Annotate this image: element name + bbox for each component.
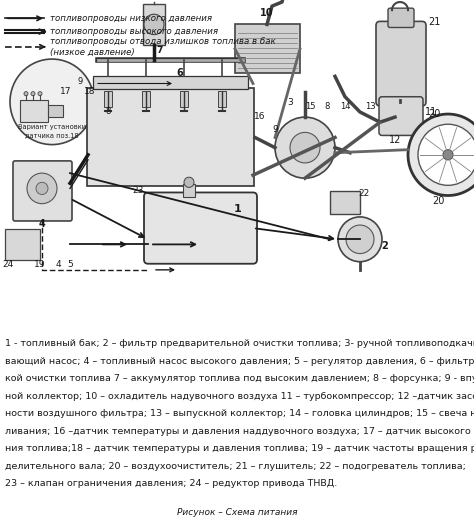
Bar: [180, 91, 188, 107]
Bar: [142, 91, 150, 107]
FancyBboxPatch shape: [388, 8, 414, 28]
Bar: [235, 24, 300, 73]
Text: 5: 5: [67, 260, 73, 269]
Circle shape: [31, 92, 35, 96]
Text: 15: 15: [305, 102, 315, 111]
Text: датчика поз.18: датчика поз.18: [25, 132, 79, 139]
Text: 2: 2: [382, 242, 388, 252]
Text: ния топлива;18 – датчик температуры и давления топлива; 19 – датчик частоты вращ: ния топлива;18 – датчик температуры и да…: [5, 444, 474, 453]
FancyBboxPatch shape: [144, 192, 257, 264]
Text: 11: 11: [425, 107, 437, 117]
Bar: [183, 184, 195, 196]
Circle shape: [346, 225, 374, 254]
Text: 4: 4: [55, 260, 61, 269]
Text: 20: 20: [432, 196, 444, 206]
Circle shape: [275, 117, 335, 178]
FancyBboxPatch shape: [13, 161, 72, 221]
Text: 9: 9: [272, 126, 278, 134]
Circle shape: [408, 114, 474, 195]
FancyBboxPatch shape: [376, 21, 426, 106]
Circle shape: [38, 92, 42, 96]
Bar: [93, 77, 248, 89]
Text: 21: 21: [428, 18, 440, 28]
Circle shape: [24, 92, 28, 96]
Circle shape: [418, 124, 474, 185]
Text: 7: 7: [157, 46, 163, 55]
Circle shape: [10, 59, 94, 145]
Text: 3: 3: [287, 98, 293, 107]
Bar: [20, 100, 48, 122]
Text: 9: 9: [77, 77, 82, 85]
Text: 14: 14: [340, 102, 350, 111]
Text: 12: 12: [389, 134, 401, 144]
Text: 8: 8: [105, 107, 111, 116]
Text: 18: 18: [84, 86, 96, 96]
Text: 22: 22: [358, 189, 369, 197]
Circle shape: [290, 132, 320, 163]
Text: ливания; 16 –датчик температуры и давления наддувочного воздуха; 17 – датчик выс: ливания; 16 –датчик температуры и давлен…: [5, 427, 474, 436]
Bar: [143, 4, 165, 45]
Circle shape: [443, 150, 453, 160]
Text: 19: 19: [34, 260, 46, 269]
Text: топливопроводы отвода излишков топлива в бак: топливопроводы отвода излишков топлива в…: [50, 37, 276, 46]
Text: (низкое давление): (низкое давление): [50, 47, 135, 56]
Text: 20: 20: [428, 109, 440, 119]
Text: 6: 6: [177, 68, 183, 78]
Circle shape: [36, 182, 48, 194]
Text: вающий насос; 4 – топливный насос высокого давления; 5 – регулятор давления, 6 –: вающий насос; 4 – топливный насос высоко…: [5, 357, 474, 366]
Bar: [218, 91, 226, 107]
Text: 13: 13: [365, 102, 375, 111]
Text: 1: 1: [234, 204, 242, 214]
Bar: [5, 229, 40, 259]
Text: 4: 4: [38, 219, 46, 229]
Text: ности воздушного фильтра; 13 – выпускной коллектор; 14 – головка цилиндров; 15 –: ности воздушного фильтра; 13 – выпускной…: [5, 410, 474, 418]
Bar: [48, 105, 63, 117]
Text: 24: 24: [2, 260, 14, 269]
Text: 23 – клапан ограничения давления; 24 – редуктор привода ТНВД.: 23 – клапан ограничения давления; 24 – р…: [5, 479, 337, 488]
Text: 17: 17: [60, 86, 72, 96]
Text: 23: 23: [132, 187, 144, 195]
Circle shape: [338, 217, 382, 262]
Bar: [104, 91, 112, 107]
FancyBboxPatch shape: [379, 97, 423, 135]
Circle shape: [184, 177, 194, 188]
Text: 8: 8: [324, 102, 330, 111]
Bar: [330, 191, 360, 214]
Text: 10: 10: [260, 8, 274, 18]
Text: ной коллектор; 10 – охладитель надувочного воздуха 11 – турбокомпрессор; 12 –дат: ной коллектор; 10 – охладитель надувочно…: [5, 392, 474, 401]
Text: кой очистки топлива 7 – аккумулятор топлива под высоким давлением; 8 – форсунка;: кой очистки топлива 7 – аккумулятор топл…: [5, 375, 474, 383]
Circle shape: [144, 14, 164, 34]
Text: топливопроводы низкого давления: топливопроводы низкого давления: [50, 14, 212, 23]
FancyBboxPatch shape: [87, 88, 254, 187]
Text: Вариант установки: Вариант установки: [18, 125, 86, 130]
Circle shape: [27, 173, 57, 204]
Text: делительного вала; 20 – воздухоочиститель; 21 – глушитель; 22 – подогреватель то: делительного вала; 20 – воздухоочистител…: [5, 462, 466, 470]
Text: 16: 16: [254, 112, 266, 121]
Text: топливопроводы высокого давления: топливопроводы высокого давления: [50, 27, 218, 36]
Text: 1 - топливный бак; 2 – фильтр предварительной очистки топлива; 3- ручной топливо: 1 - топливный бак; 2 – фильтр предварите…: [5, 339, 474, 349]
Text: Рисунок – Схема питания: Рисунок – Схема питания: [177, 508, 297, 517]
